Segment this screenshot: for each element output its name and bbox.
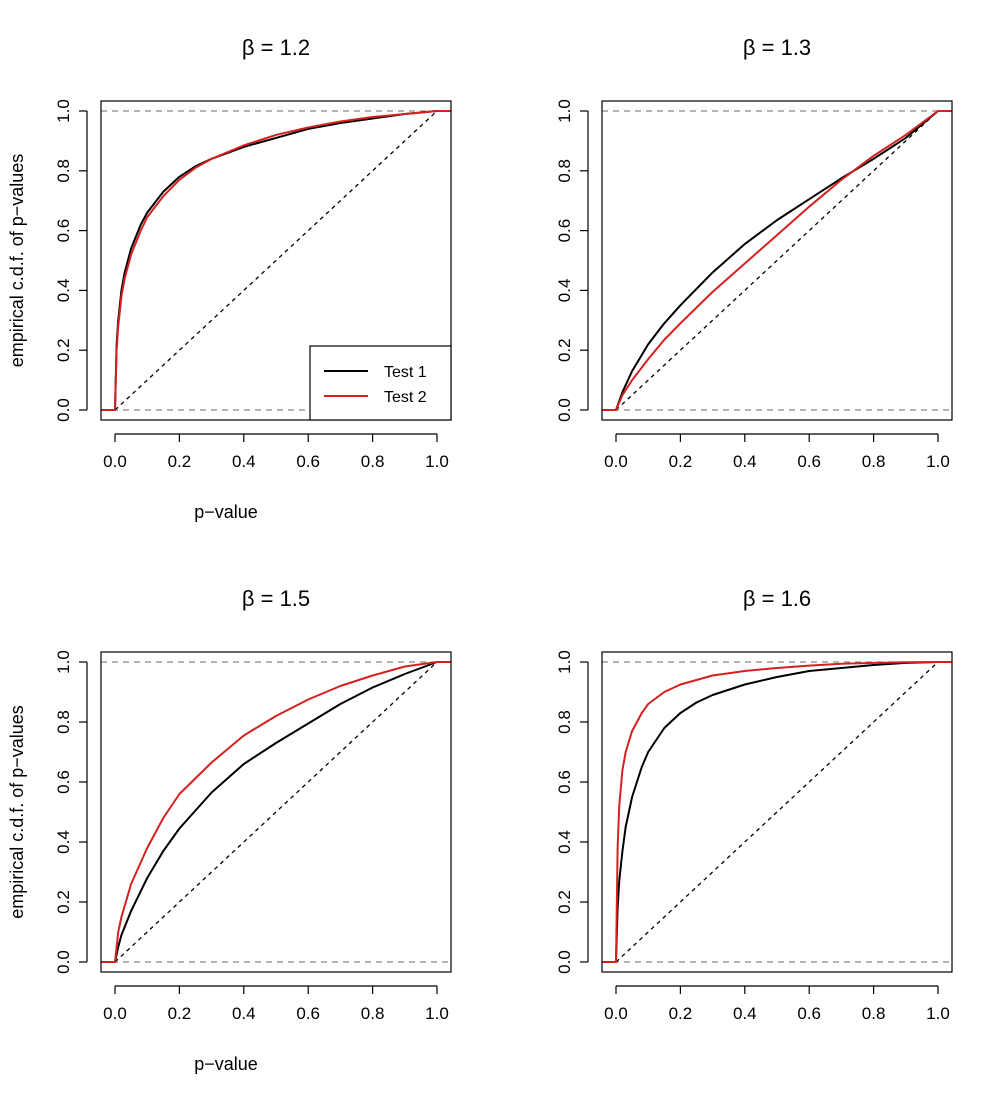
panel-title: β = 1.6: [743, 586, 811, 611]
plot-frame: [100, 651, 452, 973]
x-axis: 0.0 0.2 0.4 0.6 0.8 1.0: [103, 985, 449, 1023]
legend-box: [309, 345, 452, 421]
y-tick-label: 0.0: [54, 950, 73, 974]
x-tick-label: 1.0: [425, 452, 449, 471]
legend: Test 1 Test 2: [309, 345, 452, 421]
x-tick-label: 0.2: [669, 1004, 693, 1023]
y-tick-label: 0.8: [555, 710, 574, 734]
x-tick-label: 0.0: [604, 1004, 628, 1023]
series-line-test-1: [602, 110, 952, 411]
y-tick-label: 0.4: [54, 830, 73, 854]
x-tick-label: 0.6: [296, 1004, 320, 1023]
panel-title: β = 1.2: [242, 35, 310, 60]
panel-1: β = 1.2 0.0 0.2 0.4 0.6 0.8 1.0 0.0 0.2 0.4 0.6 0.8…: [7, 35, 452, 522]
plot-frame: [100, 100, 452, 421]
y-axis: 0.0 0.2 0.4 0.6 0.8 1.0: [54, 650, 88, 974]
panel-2: β = 1.3 0.0 0.2 0.4 0.6 0.8 1.0 0.0 0.2 0.4 0.6 0.8…: [555, 35, 953, 471]
y-axis-label: empirical c.d.f. of p−values: [7, 154, 27, 368]
diagonal-reference-line: [114, 661, 438, 963]
series-line-test-1: [101, 661, 451, 963]
series-line-test-2: [602, 110, 952, 411]
x-tick-label: 1.0: [425, 1004, 449, 1023]
x-axis-label: p−value: [194, 1054, 258, 1074]
x-tick-label: 0.8: [862, 452, 886, 471]
x-tick-label: 0.4: [232, 1004, 256, 1023]
x-axis: 0.0 0.2 0.4 0.6 0.8 1.0: [604, 985, 950, 1023]
y-axis: 0.0 0.2 0.4 0.6 0.8 1.0: [555, 99, 589, 422]
legend-label: Test 1: [384, 364, 427, 381]
x-tick-label: 0.2: [168, 452, 192, 471]
y-tick-label: 0.4: [555, 830, 574, 854]
diagonal-reference-line: [114, 110, 438, 411]
y-tick-label: 0.0: [555, 398, 574, 422]
y-tick-label: 0.0: [555, 950, 574, 974]
y-tick-label: 0.0: [54, 398, 73, 422]
y-tick-label: 0.4: [555, 279, 574, 303]
x-tick-label: 0.6: [296, 452, 320, 471]
y-axis: 0.0 0.2 0.4 0.6 0.8 1.0: [555, 650, 589, 974]
x-tick-label: 0.8: [361, 1004, 385, 1023]
panel-title: β = 1.3: [743, 35, 811, 60]
y-tick-label: 0.2: [555, 890, 574, 914]
y-axis: 0.0 0.2 0.4 0.6 0.8 1.0: [54, 99, 88, 422]
y-tick-label: 0.2: [54, 338, 73, 362]
panel-4: β = 1.6 0.0 0.2 0.4 0.6 0.8 1.0 0.0 0.2 0.4 0.6 0.8…: [555, 586, 953, 1023]
series-line-test-1: [602, 661, 952, 963]
y-tick-label: 1.0: [54, 99, 73, 123]
y-tick-label: 0.6: [54, 770, 73, 794]
diagonal-reference-line: [615, 661, 939, 963]
x-tick-label: 0.6: [797, 452, 821, 471]
x-tick-label: 0.0: [604, 452, 628, 471]
x-tick-label: 0.6: [797, 1004, 821, 1023]
y-tick-label: 0.2: [54, 890, 73, 914]
y-tick-label: 0.8: [54, 159, 73, 183]
series-line-test-2: [101, 110, 451, 411]
y-tick-label: 1.0: [555, 99, 574, 123]
y-tick-label: 0.6: [555, 219, 574, 243]
plot-frame: [601, 651, 953, 973]
x-tick-label: 0.4: [733, 452, 757, 471]
y-tick-label: 0.6: [555, 770, 574, 794]
legend-label: Test 2: [384, 389, 427, 406]
panel-3: β = 1.5 0.0 0.2 0.4 0.6 0.8 1.0 0.0 0.2 0.4 0.6 0.8…: [7, 586, 452, 1074]
x-axis: 0.0 0.2 0.4 0.6 0.8 1.0: [604, 433, 950, 471]
x-tick-label: 0.4: [733, 1004, 757, 1023]
series-line-test-2: [101, 661, 451, 963]
x-tick-label: 1.0: [926, 452, 950, 471]
panel-title: β = 1.5: [242, 586, 310, 611]
y-tick-label: 0.8: [555, 159, 574, 183]
x-tick-label: 0.0: [103, 1004, 127, 1023]
x-axis: 0.0 0.2 0.4 0.6 0.8 1.0: [103, 433, 449, 471]
x-tick-label: 0.8: [862, 1004, 886, 1023]
y-tick-label: 0.2: [555, 338, 574, 362]
series-line-test-2: [602, 661, 952, 963]
y-axis-label: empirical c.d.f. of p−values: [7, 705, 27, 919]
diagonal-reference-line: [615, 110, 939, 411]
y-tick-label: 0.4: [54, 279, 73, 303]
x-tick-label: 0.2: [168, 1004, 192, 1023]
y-tick-label: 0.6: [54, 219, 73, 243]
x-axis-label: p−value: [194, 502, 258, 522]
x-tick-label: 0.8: [361, 452, 385, 471]
y-tick-label: 0.8: [54, 710, 73, 734]
y-tick-label: 1.0: [555, 650, 574, 674]
x-tick-label: 1.0: [926, 1004, 950, 1023]
x-tick-label: 0.0: [103, 452, 127, 471]
y-tick-label: 1.0: [54, 650, 73, 674]
x-tick-label: 0.4: [232, 452, 256, 471]
plot-frame: [601, 100, 953, 421]
x-tick-label: 0.2: [669, 452, 693, 471]
